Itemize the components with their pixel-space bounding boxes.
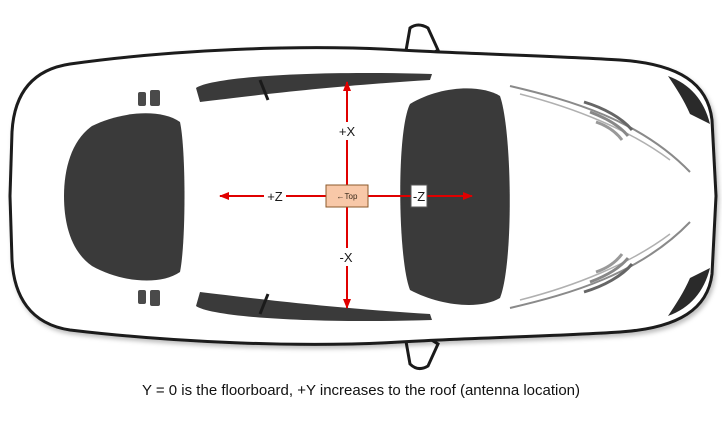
plus-z-label-bg (264, 187, 286, 205)
rear-left-vent (138, 90, 160, 106)
minus-x-label-bg (335, 248, 357, 266)
sensor-top-label: ←Top (337, 192, 358, 201)
hood-left-line (509, 85, 691, 173)
front-right-corner (668, 268, 710, 316)
coordinate-axes: +X -X +Z -Z ←Top (219, 81, 473, 309)
front-left-corner (668, 76, 710, 124)
rear-right-vent (138, 290, 160, 306)
rear-window (64, 113, 185, 281)
hood-left-line-2 (519, 93, 671, 161)
hood-left-vent (583, 100, 634, 141)
left-window-accent (258, 79, 270, 101)
hood-right-vent (583, 253, 634, 294)
minus-z-label: -Z (413, 189, 425, 204)
right-window-accent (258, 293, 270, 315)
hood-right-line-2 (519, 233, 671, 301)
plus-x-label: +X (339, 124, 356, 139)
plus-z-label: +Z (267, 189, 283, 204)
minus-z-label-bg (410, 184, 428, 208)
left-side-window (196, 72, 432, 102)
caption: Y = 0 is the floorboard, +Y increases to… (141, 382, 581, 399)
plus-x-label-bg (335, 122, 359, 140)
minus-x-label: -X (340, 250, 353, 265)
right-side-window (196, 292, 432, 322)
hood-right-line (509, 221, 691, 309)
sensor-box (325, 184, 369, 208)
